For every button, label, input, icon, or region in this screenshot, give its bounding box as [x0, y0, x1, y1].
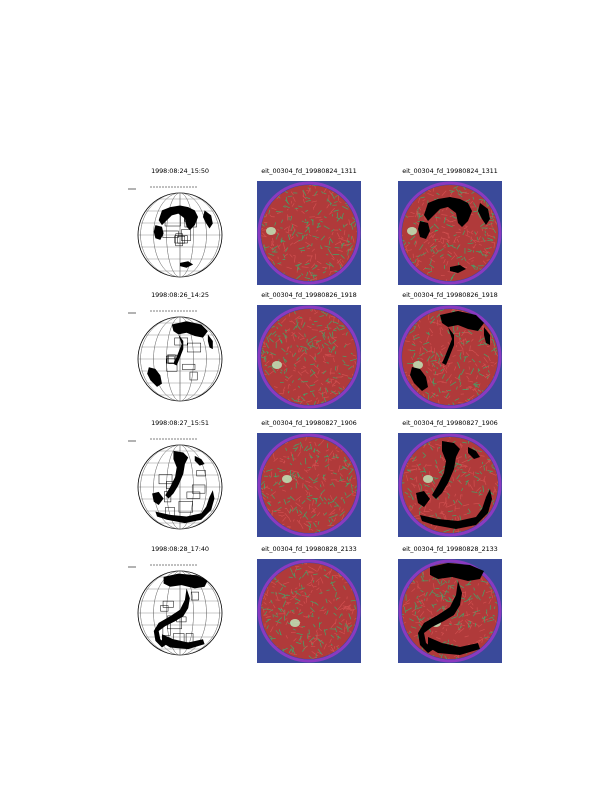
solar-limb [398, 559, 502, 663]
solar-image [398, 181, 502, 285]
solar-image [257, 181, 361, 285]
panel-caption: eit_00304_fd_19980827_1906 [402, 419, 498, 427]
panel-caption: eit_00304_fd_19980826_1918 [261, 291, 357, 299]
detected-region [416, 491, 430, 507]
detected-region [410, 367, 428, 391]
panel-caption: 1998:08:27_15:51 [151, 419, 209, 427]
detected-region [450, 265, 466, 273]
solar-image [398, 305, 502, 409]
solar-limb [398, 433, 502, 537]
detected-region [440, 311, 484, 331]
solar-disk [261, 309, 357, 405]
detected-region [442, 327, 454, 365]
synoptic-map [128, 559, 232, 663]
detected-region [484, 327, 490, 345]
coordinate-grid [138, 193, 222, 277]
detected-region [432, 441, 460, 499]
synoptic-map [128, 181, 232, 285]
coordinate-grid [138, 317, 222, 401]
solar-image [257, 559, 361, 663]
detected-region [478, 203, 490, 225]
detected-region [428, 637, 480, 655]
detected-region [424, 197, 472, 227]
synoptic-map [128, 433, 232, 537]
panel-caption: eit_00304_fd_19980827_1906 [261, 419, 357, 427]
detected-region [420, 489, 492, 529]
panel-caption: eit_00304_fd_19980826_1918 [402, 291, 498, 299]
detected-region [430, 563, 484, 581]
panel-caption: 1998:08:28_17:40 [151, 545, 209, 553]
solar-image [257, 305, 361, 409]
panel-caption: eit_00304_fd_19980824_1311 [261, 167, 357, 175]
solar-image [257, 433, 361, 537]
solar-limb [257, 559, 361, 663]
panel-caption: eit_00304_fd_19980828_2133 [402, 545, 498, 553]
solar-image [398, 433, 502, 537]
panel-caption: eit_00304_fd_19980828_2133 [261, 545, 357, 553]
panel-caption: 1998:08:24_15:50 [151, 167, 209, 175]
disk-texture [261, 437, 357, 533]
solar-image [398, 559, 502, 663]
solar-limb [398, 181, 502, 285]
detected-region [418, 581, 462, 653]
coordinate-grid [138, 571, 222, 655]
coordinate-grid [138, 445, 222, 529]
panel-caption: 1998:08:26_14:25 [151, 291, 209, 299]
solar-limb [257, 181, 361, 285]
detected-region [468, 447, 480, 459]
synoptic-map [128, 305, 232, 409]
panel-caption: eit_00304_fd_19980824_1311 [402, 167, 498, 175]
solar-limb [257, 305, 361, 409]
solar-limb [257, 433, 361, 537]
solar-limb [398, 305, 502, 409]
detected-region [418, 221, 430, 239]
solar-disk [261, 563, 357, 659]
disk-texture [261, 309, 357, 405]
